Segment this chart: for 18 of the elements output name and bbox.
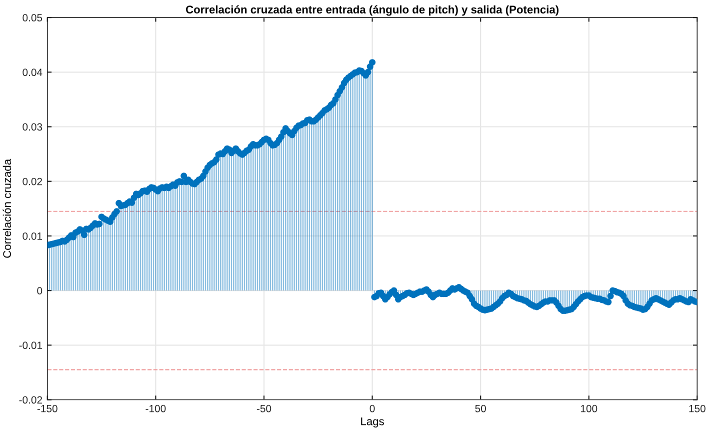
chart-title: Correlación cruzada entre entrada (ángulo de pitch) y salida (Potencia) <box>186 5 559 16</box>
y-tick-label: 0.02 <box>22 178 42 186</box>
y-tick-label: -0.01 <box>19 342 42 350</box>
x-tick-label: 50 <box>475 404 486 412</box>
y-tick-label: 0.04 <box>22 68 42 76</box>
x-tick-label: 100 <box>580 404 598 412</box>
x-tick-label: 0 <box>370 404 375 412</box>
x-tick-label: -100 <box>146 404 166 412</box>
y-tick-label: -0.02 <box>19 396 42 404</box>
x-tick-label: 150 <box>689 404 706 412</box>
y-tick-label: 0.03 <box>22 123 42 131</box>
x-tick-label: -50 <box>256 404 272 412</box>
y-tick-label: 0.05 <box>22 14 42 22</box>
y-axis-title: Correlación cruzada <box>2 158 12 258</box>
x-tick-label: -150 <box>37 404 58 412</box>
y-tick-label: 0.01 <box>22 232 42 240</box>
x-axis-title: Lags <box>361 418 384 428</box>
y-tick-label: 0 <box>37 287 42 294</box>
